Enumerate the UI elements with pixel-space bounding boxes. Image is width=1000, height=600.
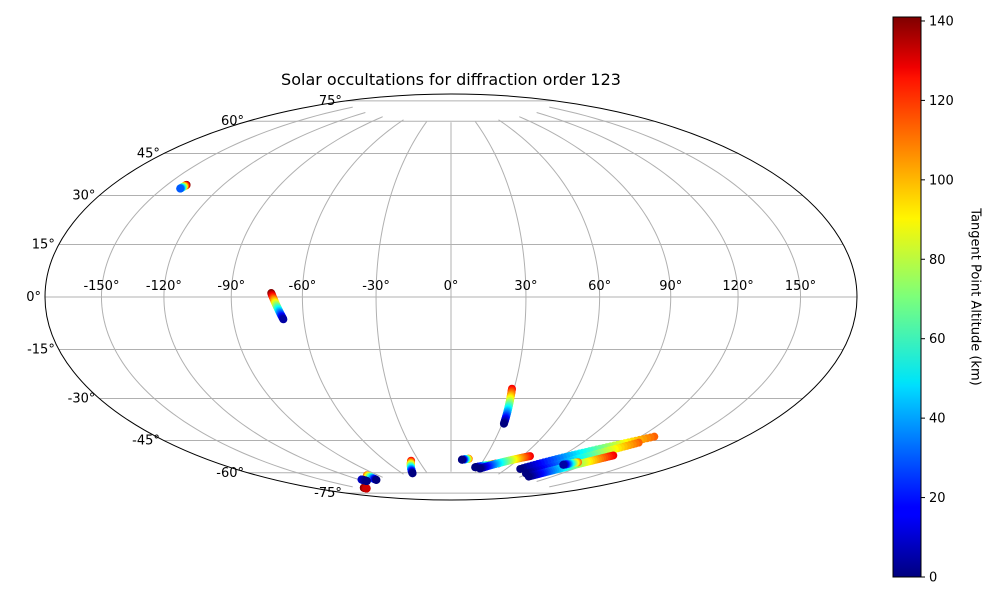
colorbar-tick-label: 140 [929, 14, 954, 29]
colorbar-tick-label: 20 [929, 491, 946, 506]
data-point [524, 472, 533, 481]
data-point [362, 484, 371, 493]
x-tick-label: -90° [217, 279, 245, 294]
occultation-track [176, 180, 191, 193]
colorbar-ticks: 0 20 40 60 80 100 120 140 [921, 14, 954, 586]
x-tick-label: -30° [362, 279, 390, 294]
x-tick-label: -120° [146, 279, 182, 294]
occultation-track [499, 384, 516, 428]
occultation-track [267, 289, 288, 324]
y-tick-label: 0° [26, 290, 41, 305]
data-point [279, 315, 288, 324]
x-tick-label: 0° [444, 279, 459, 294]
x-tick-label: 150° [785, 279, 816, 294]
data-point [176, 184, 185, 193]
colorbar-tick-label: 100 [929, 173, 954, 188]
y-tick-label: -45° [132, 434, 160, 449]
y-tick-label: 30° [72, 189, 95, 204]
chart-title: Solar occultations for diffraction order… [281, 70, 621, 89]
occultation-track [559, 458, 583, 469]
occultation-track [475, 452, 534, 473]
x-tick-label: -60° [289, 279, 317, 294]
data-point [362, 477, 371, 486]
data-point [372, 475, 381, 484]
data-points [176, 180, 659, 493]
y-tick-label: 60° [221, 114, 244, 129]
colorbar-tick-label: 0 [929, 571, 937, 586]
y-tick-label: -60° [216, 466, 244, 481]
occultation-track [357, 475, 371, 486]
y-tick-label: 45° [137, 146, 160, 161]
occultation-track [457, 454, 473, 464]
x-tick-label: 60° [588, 279, 611, 294]
colorbar [892, 16, 922, 578]
colorbar-tick-label: 60 [929, 332, 946, 347]
y-tick-labels: 75° 60° 45° 30° 15° 0° -15° -30° -45° -60° -75° [26, 94, 342, 501]
x-tick-label: 90° [659, 279, 682, 294]
x-tick-label: 120° [722, 279, 753, 294]
data-point [457, 455, 466, 464]
x-tick-label: -150° [83, 279, 119, 294]
y-tick-label: 15° [32, 237, 55, 252]
x-tick-labels: -150° -120° -90° -60° -30° 0° 30° 60° 90° 120° 150… [83, 279, 816, 294]
colorbar-tick-label: 80 [929, 253, 946, 268]
occultation-track [406, 456, 417, 478]
data-point [499, 419, 508, 428]
colorbar-tick-label: 120 [929, 94, 954, 109]
data-point [475, 464, 484, 473]
graticule [45, 100, 857, 494]
y-tick-label: -15° [27, 343, 55, 358]
data-point [559, 460, 568, 469]
map-frame [44, 93, 858, 501]
data-point [516, 464, 525, 473]
colorbar-tick-label: 40 [929, 412, 946, 427]
y-tick-label: -75° [314, 486, 342, 501]
data-point [408, 469, 417, 478]
y-tick-label: -30° [68, 392, 96, 407]
y-tick-label: 75° [319, 94, 342, 109]
x-tick-label: 30° [514, 279, 537, 294]
colorbar-label: Tangent Point Altitude (km) [968, 207, 983, 385]
occultation-track [359, 483, 371, 493]
